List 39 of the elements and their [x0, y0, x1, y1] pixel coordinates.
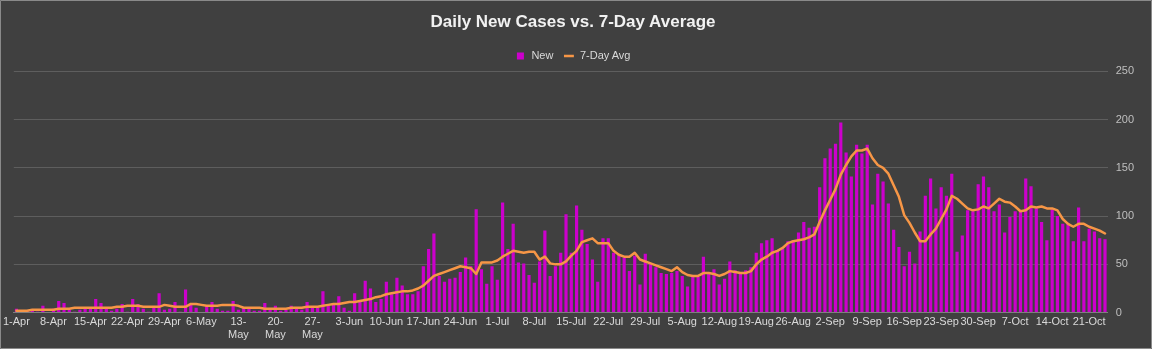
y-tick-label: 0 [1115, 305, 1122, 318]
x-tick-label: 22-Apr [110, 315, 145, 328]
y-tick-label: 50 [1115, 257, 1128, 270]
x-tick-label: 15-Jul [556, 315, 587, 328]
x-tick-label: 26-Aug [775, 315, 811, 328]
legend-label: New [531, 48, 554, 61]
x-tick-label: 8-Jul [522, 315, 547, 328]
y-tick-label: 250 [1115, 64, 1135, 77]
x-tick-label: 10-Jun [369, 315, 404, 328]
y-tick-label: 200 [1115, 112, 1135, 125]
y-tick-label: 100 [1115, 209, 1135, 222]
x-tick-label: 22-Jul [593, 315, 624, 328]
x-tick-label: 2-Sep [815, 315, 845, 328]
x-tick-label: 29-Apr [147, 315, 182, 328]
x-tick-label: 29-Jul [630, 315, 661, 328]
x-tick-label: 16-Sep [886, 315, 922, 328]
x-tick-label: 12-Aug [701, 315, 737, 328]
x-tick-label: 27-May [301, 315, 324, 341]
x-tick-label: 20-May [264, 315, 287, 341]
x-tick-label: 23-Sep [923, 315, 959, 328]
x-tick-label: 15-Apr [73, 315, 108, 328]
x-tick-label: 9-Sep [852, 315, 882, 328]
x-tick-label: 8-Apr [40, 315, 68, 328]
y-tick-label: 150 [1115, 160, 1135, 173]
chart-title: Daily New Cases vs. 7-Day Average [430, 11, 716, 31]
x-tick-label: 14-Oct [1035, 315, 1069, 328]
x-tick-label: 21-Oct [1072, 315, 1106, 328]
x-tick-label: 19-Aug [738, 315, 774, 328]
x-tick-label: 24-Jun [443, 315, 478, 328]
x-tick-label: 6-May [186, 315, 218, 328]
x-tick-label: 30-Sep [960, 315, 996, 328]
x-tick-label: 1-Jul [485, 315, 510, 328]
x-tick-label: 3-Jun [335, 315, 364, 328]
x-tick-label: 7-Oct [1001, 315, 1029, 328]
legend-label: 7-Day Avg [579, 48, 631, 61]
x-tick-label: 17-Jun [406, 315, 441, 328]
x-tick-label: 1-Apr [3, 315, 31, 328]
x-tick-label: 13-May [228, 315, 250, 341]
x-tick-label: 5-Aug [667, 315, 697, 328]
